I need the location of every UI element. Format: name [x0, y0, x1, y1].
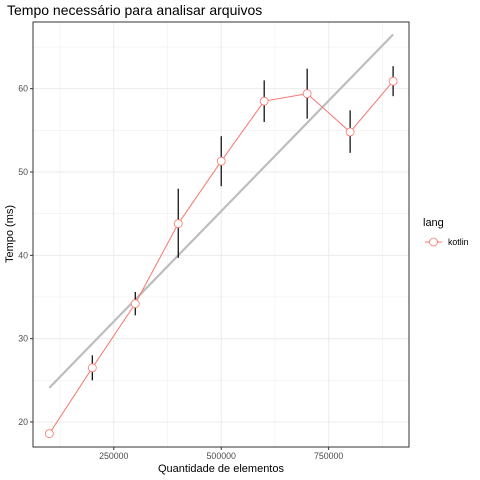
data-point: [345, 127, 355, 137]
chart-title: Tempo necessário para analisar arquivos: [7, 2, 262, 18]
data-point: [302, 89, 312, 99]
legend-label-kotlin: kotlin: [448, 237, 469, 247]
x-axis: 250000 500000 750000: [99, 447, 343, 461]
legend: lang kotlin: [423, 217, 469, 247]
data-point: [388, 76, 398, 86]
data-point: [216, 156, 226, 166]
y-tick-label: 40: [18, 250, 28, 260]
y-tick-label: 30: [18, 334, 28, 344]
x-tick-label: 750000: [314, 451, 343, 461]
trend-line: [48, 33, 394, 389]
y-axis: 20 30 40 50 60: [18, 84, 33, 427]
data-point: [173, 219, 183, 229]
x-tick-label: 500000: [207, 451, 236, 461]
x-axis-title: Quantidade de elementos: [158, 463, 284, 475]
data-point: [87, 363, 97, 373]
data-point: [259, 96, 269, 106]
y-axis-title: Tempo (ms): [4, 205, 16, 263]
x-tick-label: 250000: [99, 451, 128, 461]
legend-key-marker: [429, 237, 438, 247]
trend-line-layer: [48, 33, 394, 389]
y-tick-label: 20: [18, 417, 28, 427]
data-point-layer: [44, 76, 398, 439]
data-point: [130, 299, 140, 309]
y-tick-label: 50: [18, 167, 28, 177]
data-point: [44, 429, 54, 439]
y-tick-label: 60: [18, 84, 28, 94]
legend-title: lang: [423, 217, 444, 229]
